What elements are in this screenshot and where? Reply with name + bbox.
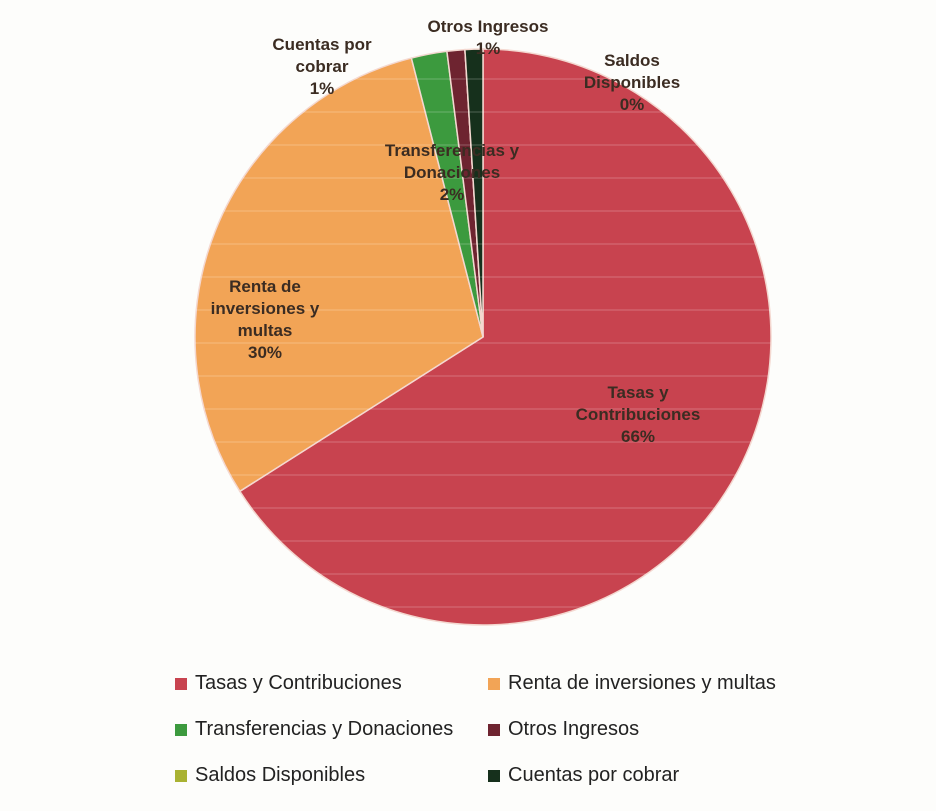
legend-item: Renta de inversiones y multas (488, 672, 776, 695)
legend-label: Cuentas por cobrar (508, 764, 680, 786)
data-label-value: 2% (439, 185, 465, 204)
data-label: Otros Ingresos 1% (408, 16, 568, 60)
data-label: Renta de inversiones y multas 30% (190, 276, 340, 364)
legend-item: Cuentas por cobrar (488, 764, 679, 787)
legend-item: Saldos Disponibles (175, 764, 365, 787)
data-label: Saldos Disponibles 0% (567, 50, 697, 116)
legend-swatch (175, 769, 187, 782)
legend-swatch (488, 769, 500, 782)
legend-label: Transferencias y Donaciones (195, 718, 454, 740)
data-label-name: Transferencias y Donaciones (384, 141, 520, 182)
legend-swatch (488, 677, 500, 690)
legend-swatch (488, 723, 500, 736)
data-label-value: 1% (475, 39, 501, 58)
legend-swatch (175, 677, 187, 690)
legend-label: Tasas y Contribuciones (195, 672, 402, 694)
data-label-name: Renta de inversiones y multas (210, 277, 320, 340)
data-label-value: 0% (619, 95, 645, 114)
legend-label: Renta de inversiones y multas (508, 672, 776, 694)
data-label-name: Tasas y Contribuciones (575, 383, 701, 424)
legend-label: Otros Ingresos (508, 718, 640, 740)
legend-item: Tasas y Contribuciones (175, 672, 402, 695)
legend-swatch (175, 723, 187, 736)
pie-slice (464, 48, 484, 338)
legend-item: Otros Ingresos (488, 718, 639, 741)
legend-item: Transferencias y Donaciones (175, 718, 453, 741)
pie-slice (238, 48, 772, 626)
data-label: Cuentas por cobrar 1% (262, 34, 382, 100)
data-label-name: Cuentas por cobrar (272, 35, 372, 76)
data-label: Transferencias y Donaciones 2% (367, 140, 537, 206)
data-label-name: Saldos Disponibles (583, 51, 681, 92)
data-label: Tasas y Contribuciones 66% (553, 382, 723, 448)
data-label-value: 66% (620, 427, 656, 446)
legend-label: Saldos Disponibles (195, 764, 366, 786)
data-label-name: Otros Ingresos (427, 17, 549, 36)
pie-slice (194, 57, 484, 493)
data-label-value: 30% (247, 343, 283, 362)
data-label-value: 1% (309, 79, 335, 98)
